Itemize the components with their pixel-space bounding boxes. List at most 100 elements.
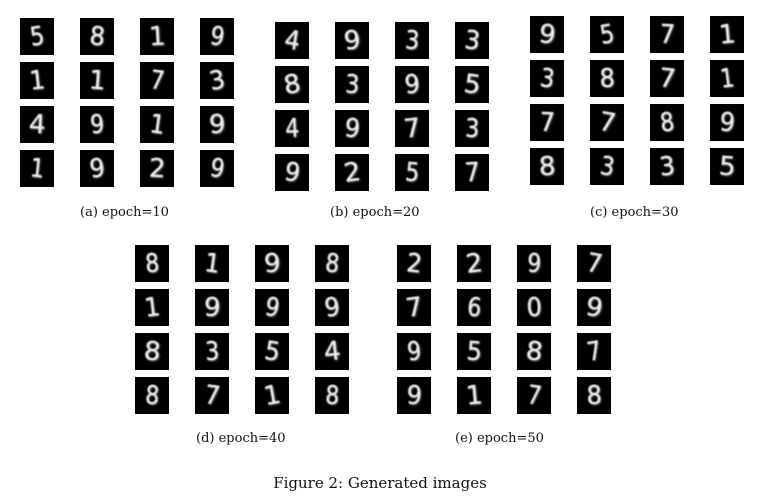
digit-glyph: 9: [203, 292, 221, 323]
digit-image: 8: [275, 66, 309, 103]
digit-image: 3: [530, 60, 564, 97]
digit-glyph: 8: [323, 247, 341, 280]
digit-glyph: 8: [88, 20, 106, 53]
digit-image: 7: [577, 245, 611, 282]
digit-image: 8: [577, 377, 611, 414]
digit-image: 8: [650, 104, 684, 141]
digit-glyph: 8: [657, 106, 677, 139]
digit-image: 0: [517, 289, 551, 326]
digit-glyph: 8: [143, 247, 161, 280]
digit-image: 3: [395, 22, 429, 59]
digit-image: 2: [397, 245, 431, 282]
digit-glyph: 1: [147, 108, 167, 141]
digit-glyph: 9: [262, 291, 282, 324]
digit-glyph: 7: [403, 291, 425, 324]
digit-image: 1: [20, 150, 54, 187]
digit-image: 7: [517, 377, 551, 414]
digit-image: 9: [335, 110, 369, 147]
digit-image: 7: [650, 16, 684, 53]
digit-image: 3: [195, 333, 229, 370]
digit-glyph: 7: [148, 64, 166, 97]
digit-glyph: 9: [536, 18, 558, 51]
digit-glyph: 9: [342, 112, 362, 145]
digit-glyph: 7: [658, 19, 676, 50]
digit-glyph: 9: [281, 156, 303, 189]
digit-image: 8: [530, 148, 564, 185]
digit-glyph: 6: [465, 291, 483, 324]
digit-glyph: 7: [524, 379, 544, 412]
digit-glyph: 5: [597, 18, 617, 51]
digit-image: 9: [200, 18, 234, 55]
digit-image: 9: [517, 245, 551, 282]
digit-glyph: 1: [147, 21, 167, 52]
digit-image: 3: [335, 66, 369, 103]
digit-glyph: 9: [263, 248, 281, 279]
digit-glyph: 2: [404, 247, 424, 280]
digit-glyph: 9: [526, 248, 542, 279]
digit-glyph: 9: [322, 291, 342, 324]
digit-glyph: 5: [461, 68, 483, 101]
digit-image: 5: [20, 18, 54, 55]
digit-glyph: 5: [262, 335, 282, 368]
digit-image: 4: [275, 22, 309, 59]
digit-glyph: 4: [284, 113, 300, 144]
digit-glyph: 2: [148, 153, 166, 184]
digit-image: 7: [577, 333, 611, 370]
digit-image: 7: [140, 62, 174, 99]
digit-image: 8: [315, 245, 349, 282]
panel-caption: (d) epoch=40: [196, 431, 286, 446]
digit-glyph: 4: [27, 109, 47, 140]
digit-glyph: 9: [405, 335, 423, 368]
digit-image: 7: [397, 289, 431, 326]
digit-glyph: 8: [281, 68, 303, 101]
digit-glyph: 5: [717, 150, 737, 183]
digit-image: 8: [135, 377, 169, 414]
digit-image: 1: [195, 245, 229, 282]
digit-image: 9: [397, 333, 431, 370]
digit-glyph: 9: [403, 68, 421, 101]
digit-glyph: 9: [88, 108, 106, 141]
digit-image: 4: [20, 106, 54, 143]
digit-image: 7: [195, 377, 229, 414]
digit-glyph: 1: [27, 64, 47, 97]
digit-glyph: 1: [261, 379, 283, 412]
digit-image: 1: [80, 62, 114, 99]
digit-glyph: 8: [523, 335, 545, 368]
digit-image: 7: [530, 104, 564, 141]
digit-image: 9: [395, 66, 429, 103]
digit-glyph: 2: [463, 247, 485, 280]
digit-image: 9: [255, 245, 289, 282]
digit-image: 1: [140, 18, 174, 55]
digit-glyph: 7: [584, 335, 604, 368]
digit-image: 5: [395, 154, 429, 191]
digit-image: 8: [80, 18, 114, 55]
digit-image: 9: [195, 289, 229, 326]
digit-glyph: 5: [403, 156, 421, 189]
digit-image: 3: [650, 148, 684, 185]
digit-image: 7: [590, 104, 624, 141]
digit-glyph: 8: [537, 151, 557, 182]
digit-glyph: 3: [206, 64, 228, 97]
panel-caption: (e) epoch=50: [455, 431, 544, 446]
figure-caption: Figure 2: Generated images: [273, 474, 487, 492]
digit-image: 8: [590, 60, 624, 97]
digit-image: 3: [455, 22, 489, 59]
digit-image: 7: [650, 60, 684, 97]
digit-glyph: 1: [202, 247, 222, 280]
digit-image: 1: [140, 106, 174, 143]
digit-image: 7: [455, 154, 489, 191]
digit-glyph: 7: [202, 379, 222, 412]
digit-image: 2: [335, 154, 369, 191]
digit-image: 7: [395, 110, 429, 147]
digit-glyph: 0: [525, 292, 543, 323]
digit-glyph: 1: [718, 62, 736, 95]
digit-image: 1: [457, 377, 491, 414]
digit-image: 9: [397, 377, 431, 414]
digit-glyph: 3: [597, 150, 617, 183]
digit-image: 4: [315, 333, 349, 370]
digit-glyph: 9: [405, 380, 423, 411]
digit-image: 9: [200, 106, 234, 143]
digit-image: 3: [200, 62, 234, 99]
digit-glyph: 3: [462, 24, 482, 57]
digit-image: 9: [80, 150, 114, 187]
